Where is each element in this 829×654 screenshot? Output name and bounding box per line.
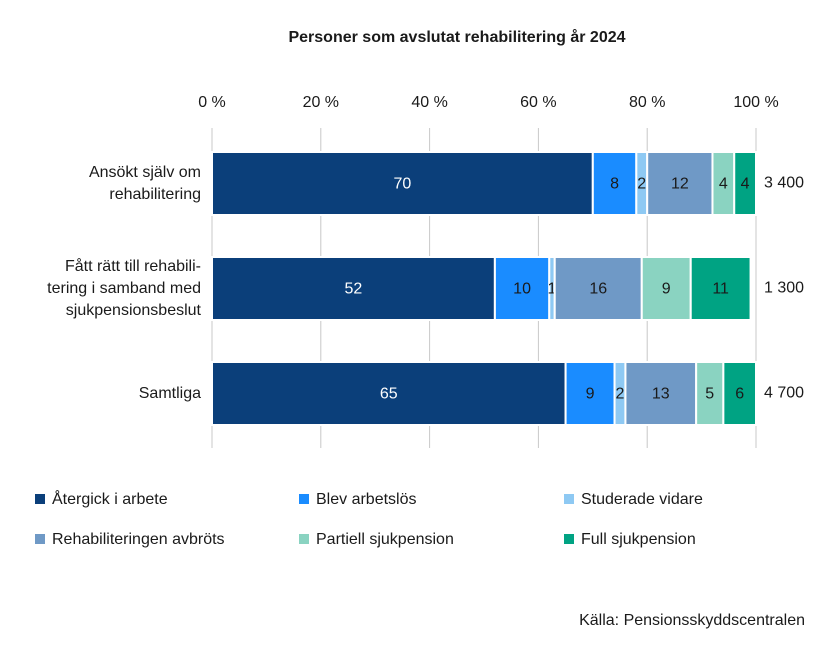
- legend-swatch: [299, 534, 309, 544]
- x-tick-label: 20 %: [303, 94, 339, 111]
- legend-swatch: [35, 534, 45, 544]
- legend-label: Rehabiliteringen avbröts: [52, 531, 225, 548]
- data-label: 2: [637, 176, 646, 193]
- data-label: 1: [548, 281, 557, 298]
- bar-segment: [646, 151, 714, 216]
- data-label: 65: [380, 386, 398, 403]
- legend-label: Partiell sjukpension: [316, 531, 454, 548]
- legend-label: Återgick i arbete: [52, 489, 168, 508]
- bar-segment: [689, 256, 752, 321]
- data-label: 13: [652, 386, 670, 403]
- category-label: Samtliga: [138, 384, 201, 402]
- legend-swatch: [564, 494, 574, 504]
- chart-title: Personer som avslutat rehabilitering år …: [288, 28, 625, 46]
- data-label: 4: [741, 176, 750, 193]
- data-label: 9: [662, 281, 671, 298]
- x-tick-label: 100 %: [733, 94, 778, 111]
- legend-label: Full sjukpension: [581, 531, 696, 548]
- legend-label: Blev arbetslös: [316, 491, 417, 508]
- data-label: 10: [513, 281, 531, 298]
- total-label: 4 700: [764, 385, 804, 402]
- legend-swatch: [299, 494, 309, 504]
- data-label: 9: [586, 386, 595, 403]
- bar-segment: [211, 151, 594, 216]
- x-tick-label: 60 %: [520, 94, 556, 111]
- data-label: 6: [735, 386, 744, 403]
- category-label: Fått rätt till rehabili- tering i samban…: [47, 257, 201, 319]
- bar-segment: [733, 151, 757, 216]
- data-label: 8: [610, 176, 619, 193]
- data-label: 52: [345, 281, 363, 298]
- data-label: 70: [394, 176, 412, 193]
- legend-swatch: [35, 494, 45, 504]
- bar-segment: [640, 256, 692, 321]
- bar-segment: [722, 361, 757, 426]
- data-label: 2: [616, 386, 625, 403]
- source: Källa: Pensionsskyddscentralen: [579, 612, 805, 629]
- x-tick-label: 40 %: [411, 94, 447, 111]
- bar-segment: [211, 361, 567, 426]
- category-label: Ansökt själv om rehabilitering: [88, 163, 201, 203]
- x-tick-label: 80 %: [629, 94, 665, 111]
- bar-segment: [493, 256, 551, 321]
- data-label: 12: [671, 176, 689, 193]
- data-label: 16: [589, 281, 607, 298]
- x-tick-label: 0 %: [198, 94, 226, 111]
- data-label: 5: [705, 386, 714, 403]
- total-label: 1 300: [764, 280, 804, 297]
- data-label: 4: [719, 176, 728, 193]
- total-label: 3 400: [764, 175, 804, 192]
- bar-segment: [695, 361, 725, 426]
- data-label: 11: [712, 281, 729, 298]
- legend-label: Studerade vidare: [581, 491, 703, 508]
- legend-swatch: [564, 534, 574, 544]
